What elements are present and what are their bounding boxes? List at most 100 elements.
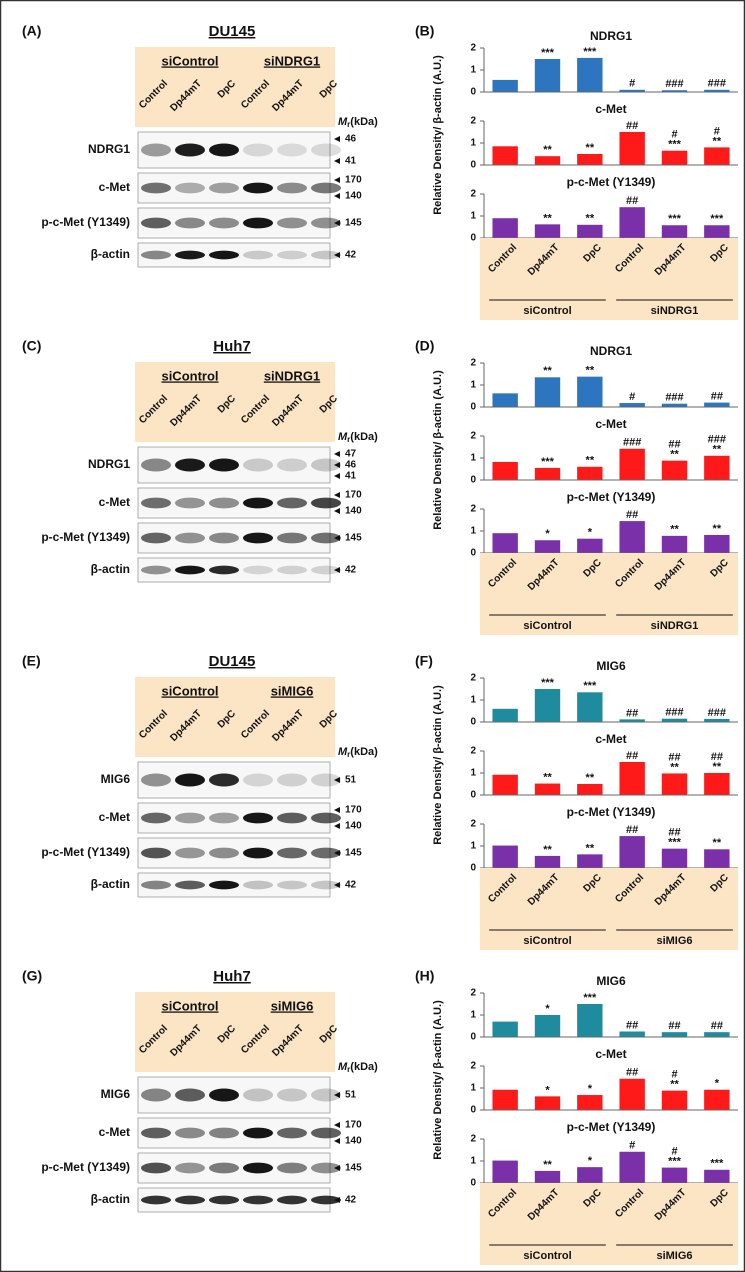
blot-band <box>277 1195 307 1205</box>
blot-band <box>175 565 205 575</box>
y-tick-label: 0 <box>470 548 476 559</box>
cell-line-title: Huh7 <box>213 338 251 355</box>
blot-band <box>243 1127 273 1139</box>
marker-arrow <box>334 136 340 142</box>
chart-title: c-Met <box>595 732 626 746</box>
y-tick-label: 1 <box>470 695 476 706</box>
y-tick-label: 0 <box>470 863 476 874</box>
marker-arrow <box>334 823 340 829</box>
marker-arrow <box>334 462 340 468</box>
y-tick-label: 1 <box>470 1010 476 1021</box>
cell-line-title: DU145 <box>209 23 256 40</box>
bar <box>534 156 561 165</box>
mr-marker: 46 <box>345 460 357 471</box>
mr-marker: 51 <box>345 775 357 786</box>
bar <box>661 225 688 238</box>
blot-band <box>175 497 205 509</box>
y-tick-label: 2 <box>470 746 476 757</box>
significance-label: ## <box>668 751 680 763</box>
significance-label: ** <box>543 212 552 224</box>
marker-arrow <box>334 567 340 573</box>
significance-label: *** <box>541 47 555 59</box>
bar <box>577 376 603 407</box>
blot-band <box>175 1162 205 1174</box>
significance-label: ### <box>665 392 683 404</box>
y-tick-label: 2 <box>470 189 476 200</box>
significance-label: # <box>714 125 720 137</box>
bar <box>619 132 645 165</box>
bar <box>619 89 645 92</box>
blot-band <box>243 812 273 824</box>
significance-label: * <box>545 1003 550 1015</box>
panel-label: (G) <box>22 968 42 984</box>
y-tick-label: 0 <box>470 160 476 171</box>
mr-marker: 42 <box>345 565 357 576</box>
significance-label: ### <box>665 707 683 719</box>
y-tick-label: 1 <box>470 526 476 537</box>
mr-marker: 170 <box>345 175 362 186</box>
blot-band <box>311 182 341 194</box>
blot-band <box>175 1195 205 1205</box>
bar <box>704 718 730 722</box>
blot-band <box>243 458 273 472</box>
significance-label: ** <box>543 844 552 856</box>
blot-band <box>311 565 341 575</box>
significance-label: ** <box>670 1079 679 1091</box>
significance-label: ** <box>586 365 595 377</box>
chart-title: c-Met <box>595 417 626 431</box>
bar <box>577 1095 603 1110</box>
blot-band <box>141 847 171 859</box>
blot-band <box>277 565 307 575</box>
group-label: siControl <box>161 683 218 698</box>
blot-band <box>311 773 341 787</box>
blot-band <box>243 847 273 859</box>
blot-band <box>175 1127 205 1139</box>
blot-band <box>277 1127 307 1139</box>
significance-label: * <box>588 1155 593 1167</box>
bar <box>619 521 645 553</box>
blot-band <box>311 1088 341 1102</box>
bar <box>619 1031 645 1037</box>
bar <box>661 1032 688 1037</box>
blot-band <box>243 773 273 787</box>
blot-row-name: c-Met <box>99 1125 130 1139</box>
group-label: siMIG6 <box>271 683 314 698</box>
bar <box>704 849 730 868</box>
marker-arrow <box>334 1122 340 1128</box>
bar <box>492 1021 518 1037</box>
category-box <box>480 1183 738 1265</box>
y-tick-label: 1 <box>470 138 476 149</box>
blot-band <box>277 1162 307 1174</box>
mr-marker: 51 <box>345 1090 357 1101</box>
blot-band <box>243 565 273 575</box>
bar <box>619 719 645 722</box>
mr-marker: 145 <box>345 848 362 859</box>
blot-band <box>277 458 307 472</box>
significance-label: ** <box>543 365 552 377</box>
significance-label: ** <box>543 144 552 156</box>
blot-band <box>209 143 239 157</box>
y-tick-label: 2 <box>470 116 476 127</box>
mr-symbol: M <box>338 746 348 758</box>
marker-arrow <box>334 451 340 457</box>
bar <box>492 708 518 722</box>
bar <box>492 1160 518 1183</box>
blot-band <box>209 1088 239 1102</box>
mr-marker: 145 <box>345 533 362 544</box>
y-tick-label: 0 <box>470 475 476 486</box>
bar <box>577 154 603 165</box>
y-axis-label: Relative Density/ β-actin (A.U.) <box>432 370 444 530</box>
bar <box>492 393 518 407</box>
blot-row-name: p-c-Met (Y1349) <box>41 1160 130 1174</box>
blot-band <box>311 1195 341 1205</box>
group-label: siNDRG1 <box>264 368 320 383</box>
blot-band <box>209 1195 239 1205</box>
blot-band <box>209 458 239 472</box>
significance-label: ### <box>708 78 726 90</box>
blot-band <box>311 250 341 260</box>
blot-band <box>311 812 341 824</box>
marker-arrow <box>334 1092 340 1098</box>
significance-label: ### <box>708 434 726 446</box>
blot-band <box>209 217 239 229</box>
y-tick-label: 1 <box>470 453 476 464</box>
